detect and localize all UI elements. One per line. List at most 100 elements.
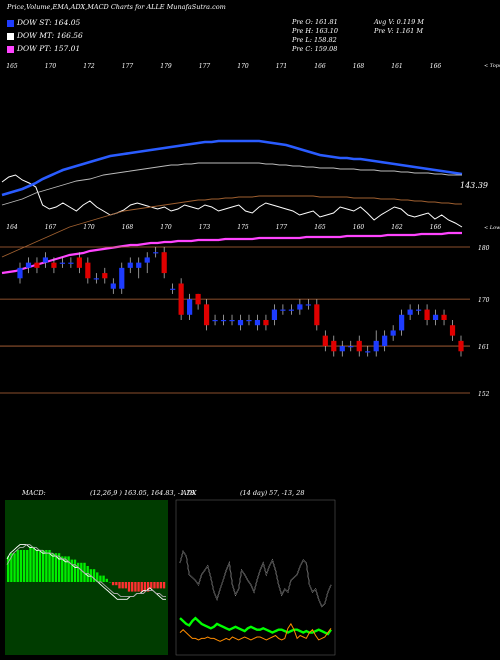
adx-title: ADX <box>182 489 197 497</box>
candle-body <box>203 304 210 326</box>
candle-body <box>76 257 82 268</box>
candle-body <box>110 283 116 289</box>
ema-series-line-0 <box>1 174 463 228</box>
macd-histogram-bar <box>10 553 13 582</box>
macd-histogram-bar <box>70 559 73 582</box>
macd-histogram-bar <box>156 582 159 589</box>
candle-body <box>297 304 303 310</box>
macd-histogram-bar <box>80 562 83 582</box>
adx-series-line-1 <box>179 616 332 636</box>
macd-histogram-bar <box>19 550 23 582</box>
macd-histogram-bar <box>86 566 89 582</box>
top-label: 165 <box>6 63 18 70</box>
grid-label: 152 <box>478 391 490 398</box>
macd-title: MACD: <box>22 489 46 497</box>
macd-histogram-bar <box>61 556 64 582</box>
macd-histogram-bar <box>35 550 38 582</box>
bottom-label: 162 <box>391 224 403 231</box>
candle-body <box>390 330 396 336</box>
macd-histogram-bar <box>38 550 42 582</box>
legend-item-dow-mt: DOW MT: 166.56 <box>7 31 83 40</box>
macd-histogram-bar <box>146 582 150 592</box>
bottom-label: 165 <box>314 224 326 231</box>
macd-histogram-bar <box>7 556 10 582</box>
macd-histogram-bar <box>137 582 140 592</box>
macd-histogram-bar <box>73 559 77 582</box>
candle-body <box>280 309 286 311</box>
bottom-label: 173 <box>199 224 211 231</box>
candle-body <box>263 320 269 326</box>
ema-series-line-3 <box>1 195 462 258</box>
info-pre-volume: Pre V: 1.161 M <box>374 27 424 35</box>
macd-histogram-bar <box>127 582 131 592</box>
macd-histogram-bar <box>111 582 115 586</box>
top-label: 168 <box>353 63 365 70</box>
candle-body <box>161 252 167 274</box>
macd-histogram-bar <box>45 550 48 582</box>
macd-histogram-bar <box>51 553 54 582</box>
top-label: 177 <box>122 63 134 70</box>
candle-body <box>170 288 176 290</box>
candle-body <box>441 314 447 320</box>
macd-histogram-bar <box>159 582 163 589</box>
bottom-label: 170 <box>83 224 95 231</box>
bottom-label: 175 <box>237 224 249 231</box>
adx-series-line-2 <box>179 622 332 642</box>
macd-histogram-bar <box>102 575 105 582</box>
macd-histogram-bar <box>162 582 166 589</box>
legend-swatch-dow-pt <box>7 45 14 53</box>
top-label: 161 <box>391 63 402 70</box>
candle-body <box>322 335 328 347</box>
macd-histogram-bar <box>76 562 80 582</box>
candle-body <box>68 262 74 264</box>
candle-body <box>153 252 159 254</box>
info-pre-close: Pre C: 159.08 <box>292 45 338 53</box>
legend-item-dow-pt: DOW PT: 157.01 <box>7 44 80 53</box>
candle-panel: 180 170 161 152 <box>0 245 490 398</box>
candle-body <box>34 262 40 268</box>
candle-body <box>93 278 99 280</box>
candle-body <box>127 262 133 268</box>
candle-body <box>212 320 218 322</box>
top-label: 166 <box>314 63 326 70</box>
chart-title: Price,Volume,EMA,ADX,MACD Charts for ALL… <box>7 3 226 11</box>
macd-histogram-bar <box>54 553 58 582</box>
candle-body <box>458 340 464 352</box>
candle-body <box>42 257 49 263</box>
bottom-label: 168 <box>122 224 134 231</box>
macd-histogram-bar <box>99 575 102 582</box>
candle-body <box>348 346 354 348</box>
candle-body <box>415 309 422 311</box>
macd-histogram-bar <box>124 582 128 589</box>
macd-histogram-bar <box>16 550 19 582</box>
macd-histogram-bar <box>108 582 112 583</box>
top-label: 171 <box>276 63 287 70</box>
macd-histogram-bar <box>143 582 147 592</box>
ema-panel: 165 170 172 177 179 177 170 171 166 168 161 166 164 1… <box>1 63 500 275</box>
macd-histogram-bar <box>48 550 51 582</box>
macd-histogram-bar <box>105 578 108 582</box>
macd-panel <box>6 544 166 600</box>
candle-body <box>85 262 91 279</box>
ema-series-line-2 <box>1 162 462 206</box>
info-pre-low: Pre L: 158.82 <box>292 36 337 44</box>
candle-body <box>288 309 294 311</box>
macd-histogram-bar <box>96 572 99 582</box>
macd-histogram-bar <box>83 562 86 582</box>
candle-body <box>17 267 23 279</box>
top-label: 166 <box>430 63 442 70</box>
candle-body <box>314 304 320 326</box>
candle-body <box>271 309 278 320</box>
adx-panel <box>179 550 332 642</box>
candle-body <box>144 257 150 263</box>
top-label: 179 <box>160 63 172 70</box>
macd-histogram-bar <box>22 550 26 582</box>
info-avg-volume: Avg V: 0.119 M <box>374 18 424 26</box>
bottom-label: 167 <box>45 224 57 231</box>
macd-histogram-bar <box>140 582 143 592</box>
candle-body <box>59 262 66 264</box>
candle-body <box>382 335 388 347</box>
candle-body <box>136 262 142 268</box>
ema-series-line-1 <box>1 139 463 197</box>
